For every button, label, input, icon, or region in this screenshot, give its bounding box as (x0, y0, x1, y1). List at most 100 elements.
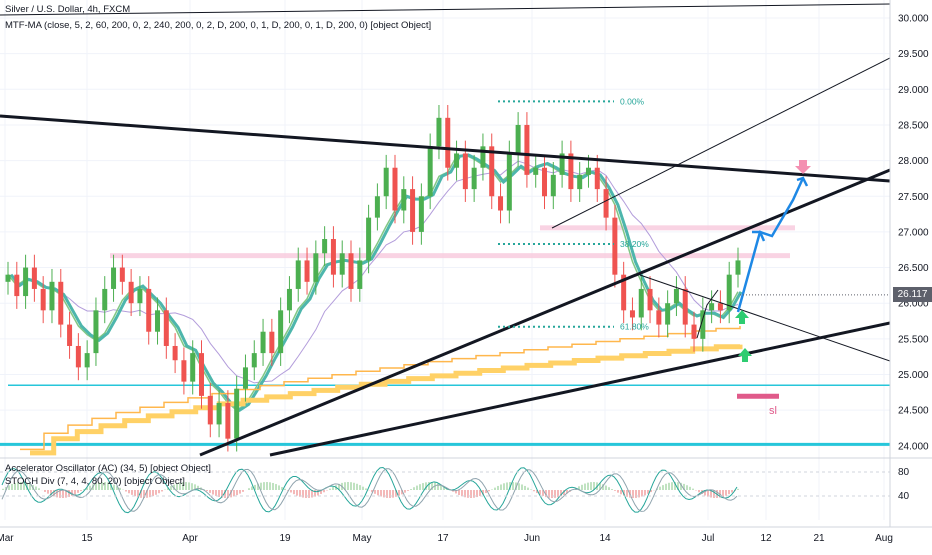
oscillator-bar (191, 483, 193, 490)
candle-body (551, 175, 556, 196)
oscillator-bar (632, 490, 634, 498)
oscillator-bar (689, 487, 691, 490)
oscillator-bar (737, 489, 739, 490)
last-price-tag: 26.117 (893, 287, 932, 302)
oscillator-bar (206, 490, 208, 491)
oscillator-bar (158, 490, 160, 493)
oscillator-bar (473, 490, 475, 498)
oscillator-bar (644, 490, 646, 495)
candle-body (199, 353, 204, 396)
oscillator-bar (608, 487, 610, 490)
candle-body (190, 353, 195, 382)
oscillator-bar (2, 489, 4, 490)
oscillator-bar (410, 489, 412, 490)
candle-body (516, 125, 521, 154)
candle-body (445, 118, 450, 168)
candle-body (436, 118, 441, 147)
candle-body (173, 346, 178, 360)
stop-loss-label: sl (769, 405, 777, 417)
oscillator-bar (470, 490, 472, 498)
y-tick-label: 28.000 (898, 156, 929, 167)
y-tick-label: 27.000 (898, 227, 929, 238)
oscillator-bar (134, 490, 136, 496)
candle-body (129, 282, 134, 303)
candle-body (313, 253, 318, 282)
oscillator-bar (404, 490, 406, 493)
oscillator-bar (77, 490, 79, 493)
oscillator-bar (284, 489, 286, 490)
oscillator-bar (530, 489, 532, 490)
oscillator-bar (359, 485, 361, 490)
oscillator-bar (611, 489, 613, 490)
candle-body (507, 153, 512, 210)
oscillator-bar (671, 482, 673, 490)
candle-body (225, 403, 230, 439)
oscillator-bar (266, 482, 268, 490)
candle-body (718, 303, 723, 310)
oscillator-bar (590, 482, 592, 490)
candle-body (296, 260, 301, 289)
fib-level-label: 38.20% (620, 239, 649, 249)
oscillator-bar (407, 490, 409, 491)
candle-body (674, 289, 679, 303)
candle-body (287, 289, 292, 310)
candle-body (208, 396, 213, 425)
oscillator-bar (500, 484, 502, 490)
oscillator-bar (692, 489, 694, 490)
oscillator-bar (242, 490, 244, 492)
y-tick-label: 29.500 (898, 49, 929, 60)
oscillator-bar (125, 490, 127, 492)
oscillator-bar (635, 490, 637, 498)
oscillator-bar (44, 490, 46, 492)
candle-body (6, 275, 11, 282)
candle-body (58, 282, 63, 325)
oscillator-bar (308, 490, 310, 498)
candle-body (612, 218, 617, 275)
oscillator-bar (269, 482, 271, 490)
candle-body (692, 325, 697, 339)
oscillator-bar (581, 485, 583, 490)
oscillator-bar (620, 490, 622, 494)
candle-body (181, 360, 186, 381)
oscillator-bar (413, 487, 415, 490)
oscillator-bar (131, 490, 133, 495)
oscillator-tick-label: 80 (898, 467, 910, 478)
oscillator-bar (236, 490, 238, 495)
candle-body (489, 146, 494, 196)
oscillator-bar (614, 490, 616, 491)
oscillator-bar (275, 484, 277, 490)
candle-body (595, 168, 600, 189)
oscillator-bar (293, 490, 295, 494)
oscillator-bar (518, 483, 520, 490)
x-tick-label: 15 (81, 533, 93, 544)
candle-body (278, 310, 283, 353)
candle-body (102, 289, 107, 310)
oscillator-bar (350, 482, 352, 490)
oscillator-bar (686, 485, 688, 490)
candle-body (111, 268, 116, 289)
y-tick-label: 25.000 (898, 370, 929, 381)
candle-body (93, 310, 98, 353)
oscillator-bar (347, 482, 349, 490)
y-tick-label: 26.500 (898, 263, 929, 274)
oscillator-bar (416, 486, 418, 490)
oscillator-bar (527, 488, 529, 490)
candle-body (120, 268, 125, 282)
oscillator-bar (374, 490, 376, 494)
candle-body (164, 310, 169, 346)
oscillator-bar (197, 486, 199, 490)
oscillator-bar (251, 486, 253, 490)
oscillator-bar (551, 490, 553, 498)
candle-body (32, 268, 37, 289)
oscillator-bar (524, 486, 526, 490)
oscillator-bar (665, 484, 667, 490)
oscillator-bar (239, 490, 241, 494)
candle-body (498, 196, 503, 210)
oscillator-bar (728, 490, 730, 494)
oscillator-bar (278, 485, 280, 490)
oscillator-bar (617, 490, 619, 493)
oscillator-bar (329, 489, 331, 490)
candle-body (49, 282, 54, 311)
oscillator-bar (512, 482, 514, 490)
candle-body (217, 403, 222, 424)
